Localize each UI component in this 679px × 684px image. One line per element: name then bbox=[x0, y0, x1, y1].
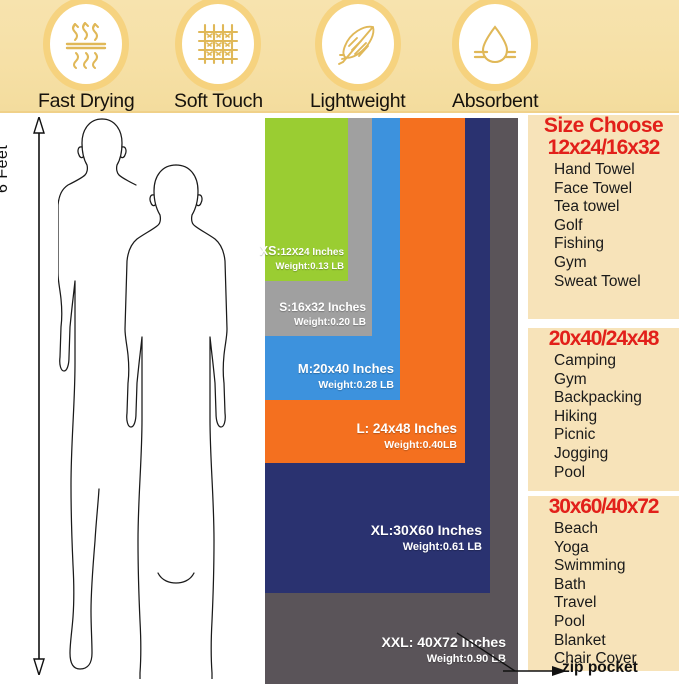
size-dim-m: M:20x40 Inches bbox=[297, 361, 394, 376]
list-item: Sweat Towel bbox=[554, 272, 641, 290]
feature-label: Lightweight bbox=[310, 90, 406, 112]
list-item: Backpacking bbox=[554, 389, 642, 407]
list-item: Gym bbox=[554, 254, 587, 272]
size-weight-xs: Weight:0.13 LB bbox=[275, 261, 344, 272]
list-item: Fishing bbox=[554, 235, 604, 253]
feature-label: Fast Drying bbox=[38, 90, 135, 112]
list-item: Yoga bbox=[554, 538, 589, 556]
list-item: Hiking bbox=[554, 407, 598, 425]
water-drop-icon bbox=[473, 25, 517, 64]
list-item: Hand Towel bbox=[554, 161, 635, 179]
size-dim-xs: XS:12X24 Inches bbox=[259, 244, 344, 258]
feature-icon-bubble bbox=[182, 4, 255, 84]
zip-pocket-leader-line bbox=[456, 632, 567, 676]
size-weight-m: Weight:0.28 LB bbox=[318, 379, 394, 391]
size-weight-s: Weight:0.20 LB bbox=[293, 317, 366, 328]
feature-header-band: Fast Drying bbox=[0, 0, 679, 114]
size-tag-m: M:20x40 Inches Weight:0.28 LB bbox=[298, 361, 394, 391]
size-tag-xxl: XXL: 40X72 Inches Weight:0.90 LB bbox=[381, 634, 506, 665]
feature-absorbent: Absorbent bbox=[452, 4, 539, 113]
feature-lightweight: Lightweight bbox=[310, 4, 406, 113]
height-scale-arrow bbox=[33, 117, 45, 675]
size-dim-s: S:16x32 Inches bbox=[279, 300, 366, 314]
zip-pocket-label: zip pocket bbox=[562, 659, 638, 676]
usage-panel-medium: 20x40/24x48 Camping Gym Backpacking Hiki… bbox=[528, 327, 679, 491]
list-item: Jogging bbox=[554, 445, 609, 463]
size-tag-s: S:16x32 Inches Weight:0.20 LB bbox=[279, 300, 366, 328]
size-tag-xs: XS:12X24 Inches Weight:0.13 LB bbox=[260, 244, 344, 272]
feature-icon-bubble bbox=[321, 4, 394, 84]
size-dim-xxl: XXL: 40X72 Inches bbox=[381, 634, 506, 650]
size-weight-xxl: Weight:0.90 LB bbox=[426, 653, 506, 665]
height-scale-label: 6 Feet bbox=[0, 144, 11, 193]
list-item: Camping bbox=[554, 352, 617, 370]
size-dim-xl: XL:30X60 Inches bbox=[370, 522, 482, 538]
list-item: Tea towel bbox=[554, 198, 620, 216]
feature-label: Absorbent bbox=[452, 90, 539, 112]
size-weight-l: Weight:0.40LB bbox=[384, 439, 457, 451]
human-silhouettes bbox=[58, 118, 228, 679]
list-item: Pool bbox=[554, 613, 586, 631]
size-comparison-diagram: 6 Feet XXL: 40X72 Inches Weight:0.90 LB … bbox=[0, 113, 679, 684]
usage-list: Hand Towel Face Towel Tea towel Golf Fis… bbox=[528, 161, 679, 291]
feature-label: Soft Touch bbox=[174, 90, 263, 112]
header-divider bbox=[0, 111, 679, 114]
usage-list: Beach Yoga Swimming Bath Travel Pool Bla… bbox=[528, 520, 679, 669]
size-tag-l: L: 24x48 Inches Weight:0.40LB bbox=[356, 421, 457, 451]
list-item: Picnic bbox=[554, 426, 596, 444]
feather-icon bbox=[337, 25, 375, 65]
list-item: Gym bbox=[554, 370, 587, 388]
evaporation-icon bbox=[65, 22, 107, 69]
size-tag-xl: XL:30X60 Inches Weight:0.61 LB bbox=[371, 522, 482, 553]
woven-mesh-icon bbox=[198, 23, 239, 65]
usage-list: Camping Gym Backpacking Hiking Picnic Jo… bbox=[528, 352, 679, 482]
list-item: Face Towel bbox=[554, 179, 633, 197]
usage-panel-sizes: 20x40/24x48 bbox=[548, 327, 660, 350]
list-item: Swimming bbox=[554, 557, 626, 575]
usage-panel-small: Size Choose 12x24/16x32 Hand Towel Face … bbox=[528, 114, 679, 319]
size-weight-xl: Weight:0.61 LB bbox=[402, 541, 482, 553]
feature-icon-bubble bbox=[50, 4, 123, 84]
size-dim-l: L: 24x48 Inches bbox=[356, 421, 457, 436]
usage-panel-sizes: 12x24/16x32 bbox=[547, 136, 661, 160]
silhouette-tall bbox=[58, 118, 103, 670]
list-item: Golf bbox=[554, 216, 583, 234]
list-item: Blanket bbox=[554, 631, 606, 649]
usage-panel-title: Size Choose bbox=[543, 114, 664, 137]
list-item: Bath bbox=[554, 575, 586, 593]
feature-fast-drying: Fast Drying bbox=[38, 4, 135, 113]
usage-panel-large: 30x60/40x72 Beach Yoga Swimming Bath Tra… bbox=[528, 495, 679, 671]
list-item: Pool bbox=[554, 463, 586, 481]
list-item: Chair Cover bbox=[554, 650, 637, 668]
list-item: Travel bbox=[554, 594, 597, 612]
list-item: Beach bbox=[554, 520, 598, 538]
size-block-xs[interactable]: XS:12X24 Inches Weight:0.13 LB bbox=[260, 118, 348, 281]
silhouette-short bbox=[124, 164, 177, 679]
feature-icon-bubble bbox=[459, 4, 532, 84]
feature-soft-touch: Soft Touch bbox=[174, 4, 263, 113]
usage-panel-sizes: 30x60/40x72 bbox=[548, 495, 660, 518]
